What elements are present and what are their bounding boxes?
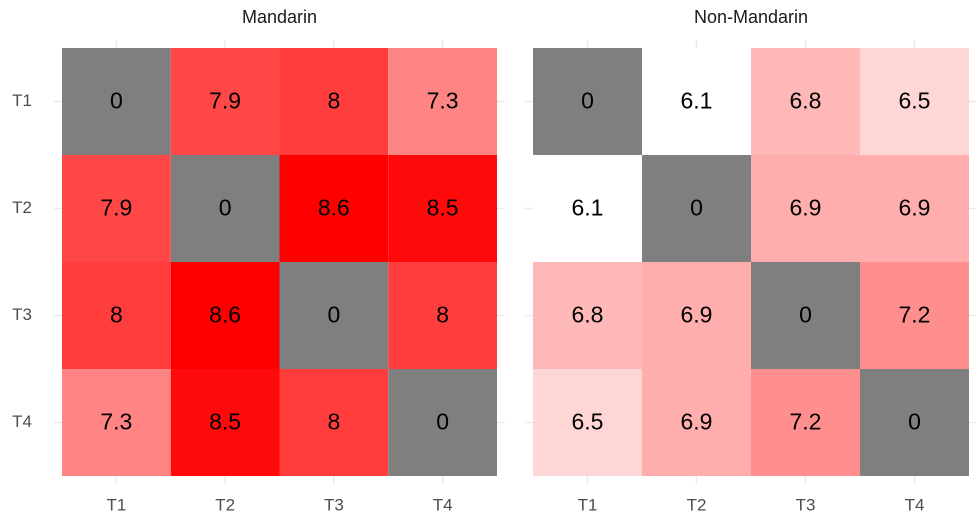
heat-cell [642,155,751,262]
x-tick-label: T3 [324,495,344,514]
cell-label: 7.2 [790,409,822,435]
heat-cell [62,369,171,476]
heat-cell [388,262,497,369]
heat-cell [62,155,171,262]
heat-cell [642,262,751,369]
cell-label: 0 [436,409,449,435]
y-tick-label: T4 [12,412,32,431]
cell-label: 7.3 [427,88,459,114]
y-tick-label: T2 [12,198,32,217]
heat-cell [62,262,171,369]
heat-cell [642,48,751,155]
cell-label: 0 [219,195,232,221]
cell-label: 8.6 [209,302,241,328]
heat-cell [533,48,642,155]
cell-label: 6.1 [681,88,713,114]
cell-label: 8.5 [427,195,459,221]
cell-label: 0 [799,302,812,328]
cell-label: 8 [110,302,123,328]
heat-cell [751,155,860,262]
heat-cell [860,48,969,155]
cell-label: 8.6 [318,195,350,221]
cell-label: 0 [327,302,340,328]
panel-title: Non-Mandarin [694,7,808,27]
x-tick-label: T2 [215,495,235,514]
heat-cell [642,369,751,476]
heat-cell [860,155,969,262]
heat-cell [388,48,497,155]
cell-label: 0 [690,195,703,221]
cell-label: 7.9 [100,195,132,221]
cell-label: 6.9 [681,302,713,328]
heat-cell [279,262,389,369]
x-tick-label: T1 [106,495,126,514]
cell-label: 0 [581,88,594,114]
heat-cell [170,262,280,369]
cell-label: 8 [327,409,340,435]
heat-cell [170,48,280,155]
heat-cell [533,369,642,476]
cell-label: 7.9 [209,88,241,114]
heat-cell [860,369,969,476]
cell-label: 6.9 [899,195,931,221]
cell-label: 8 [436,302,449,328]
cell-label: 6.5 [899,88,931,114]
heat-cell [279,369,389,476]
x-tick-label: T2 [687,495,707,514]
x-tick-label: T3 [796,495,816,514]
cell-label: 6.9 [681,409,713,435]
cell-label: 8 [327,88,340,114]
x-tick-label: T1 [578,495,598,514]
heat-cell [533,262,642,369]
heat-cell [170,369,280,476]
cell-label: 6.1 [572,195,604,221]
heat-cell [751,369,860,476]
heat-cell [279,155,389,262]
cell-label: 7.3 [100,409,132,435]
heat-cell [533,155,642,262]
heat-cell [751,48,860,155]
heat-cell [388,155,497,262]
cell-label: 0 [908,409,921,435]
heat-cell [62,48,171,155]
cell-label: 0 [110,88,123,114]
cell-label: 6.8 [572,302,604,328]
heat-cell [279,48,389,155]
cell-label: 6.8 [790,88,822,114]
x-tick-label: T4 [433,495,453,514]
y-tick-label: T1 [12,91,32,110]
cell-label: 8.5 [209,409,241,435]
heat-cell [751,262,860,369]
cell-label: 6.9 [790,195,822,221]
panel-title: Mandarin [242,7,317,27]
cell-label: 6.5 [572,409,604,435]
heat-cell [388,369,497,476]
heat-cell [170,155,280,262]
x-tick-label: T4 [905,495,925,514]
y-tick-label: T3 [12,305,32,324]
heat-cell [860,262,969,369]
cell-label: 7.2 [899,302,931,328]
